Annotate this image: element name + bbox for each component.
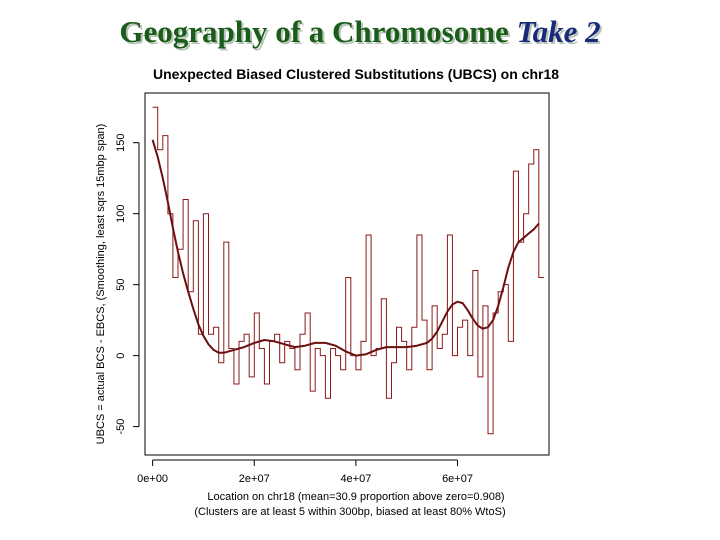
y-tick-label: 150 [115, 134, 127, 152]
x-axis-label: Location on chr18 (mean=30.9 proportion … [207, 491, 504, 503]
x-tick-label: 4e+07 [340, 473, 371, 485]
y-axis: -50 0 50 100 150 [115, 134, 140, 435]
slide-title-main: Geography of a Chromosome [119, 14, 509, 49]
y-tick-label: 100 [115, 204, 127, 222]
series-step-line [152, 106, 544, 435]
plot-frame [144, 92, 550, 456]
x-tick-label: 0e+00 [137, 473, 168, 485]
chart-title: Unexpected Biased Clustered Substitution… [153, 66, 559, 82]
y-tick-label: -50 [115, 419, 127, 435]
slide-title: Geography of a Chromosome Take 2 [0, 14, 720, 50]
y-tick-label: 50 [115, 279, 127, 291]
x-tick-label: 6e+07 [442, 473, 473, 485]
y-tick-label: 0 [115, 353, 127, 359]
slide-title-accent: Take 2 [516, 14, 601, 49]
x-axis: 0e+00 2e+07 4e+07 6e+07 [137, 459, 473, 485]
x-tick-label: 2e+07 [239, 473, 270, 485]
y-axis-label: UBCS = actual BCS - EBCS, (Smoothing, le… [95, 124, 107, 445]
series-group [151, 106, 544, 435]
x-axis-sublabel: (Clusters are at least 5 within 300bp, b… [194, 506, 505, 518]
series-smooth-line [151, 139, 540, 357]
